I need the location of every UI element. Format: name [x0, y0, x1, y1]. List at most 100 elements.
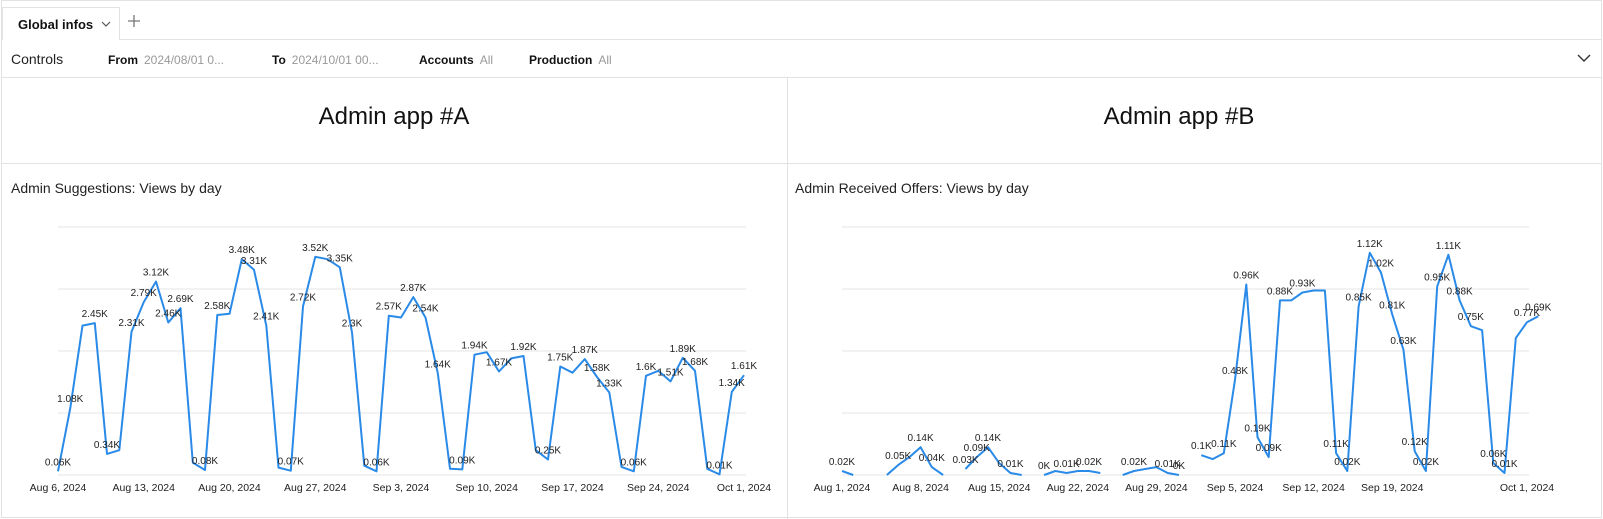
x-tick-label: Aug 29, 2024	[1125, 482, 1188, 494]
data-label: 0K	[1038, 461, 1051, 472]
chevron-down-icon[interactable]	[1577, 53, 1591, 63]
data-label: 0.05K	[885, 451, 911, 462]
series-line	[964, 446, 1022, 476]
plus-icon[interactable]	[127, 14, 141, 28]
data-label: 1.11K	[1436, 241, 1462, 252]
x-tick-label: Aug 1, 2024	[814, 482, 871, 494]
x-tick-label: Sep 17, 2024	[541, 482, 604, 494]
data-label: 0.01K	[706, 460, 732, 471]
x-tick-label: Aug 13, 2024	[113, 482, 176, 494]
data-label: 0.04K	[919, 453, 945, 464]
data-label: 3.31K	[241, 256, 267, 267]
panel-divider	[787, 78, 788, 519]
series-line	[1200, 251, 1539, 474]
data-label: 0.02K	[1076, 457, 1102, 468]
data-label: 1.51K	[657, 367, 683, 378]
production-value: All	[598, 53, 612, 67]
data-label: 0.34K	[94, 440, 120, 451]
data-label: 1.68K	[682, 357, 708, 368]
data-label: 0K	[1173, 461, 1186, 472]
data-label: 3.52K	[302, 243, 328, 254]
data-label: 1.61K	[731, 361, 757, 372]
data-label: 0.06K	[621, 457, 647, 468]
x-tick-label: Sep 12, 2024	[1282, 482, 1345, 494]
data-label: 2.3K	[342, 318, 363, 329]
data-label: 2.79K	[131, 288, 157, 299]
data-label: 1.94K	[461, 341, 487, 352]
x-tick-label: Aug 15, 2024	[968, 482, 1031, 494]
from-control[interactable]: From 2024/08/01 0...	[108, 53, 224, 67]
data-label: 1.6K	[636, 362, 657, 373]
data-label: 0.81K	[1379, 300, 1405, 311]
x-tick-label: Aug 6, 2024	[30, 482, 87, 494]
data-label: 2.54K	[412, 304, 438, 315]
data-label: 1.75K	[547, 353, 573, 364]
x-tick-label: Sep 19, 2024	[1361, 482, 1424, 494]
x-tick-label: Aug 20, 2024	[198, 482, 261, 494]
accounts-label: Accounts	[419, 53, 474, 67]
data-label: 2.41K	[253, 312, 279, 323]
production-label: Production	[529, 53, 593, 67]
controls-title: Controls	[11, 51, 64, 67]
data-label: 0.09K	[1256, 443, 1282, 454]
data-label: 2.72K	[290, 292, 316, 303]
data-label: 0.14K	[975, 433, 1001, 444]
data-label: 0.06K	[45, 457, 71, 468]
data-label: 1.89K	[670, 344, 696, 355]
data-label: 0.48K	[1222, 366, 1248, 377]
to-value: 2024/10/01 00...	[291, 53, 379, 67]
data-label: 1.58K	[584, 363, 610, 374]
data-label: 0.19K	[1244, 423, 1270, 434]
data-label: 0.01K	[1491, 459, 1517, 470]
data-label: 0.02K	[1121, 457, 1147, 468]
to-control[interactable]: To 2024/10/01 00...	[272, 53, 379, 67]
data-label: 0.85K	[1345, 292, 1371, 303]
data-label: 0.88K	[1447, 286, 1473, 297]
data-label: 1.12K	[1357, 239, 1383, 250]
series-line	[1043, 470, 1101, 476]
data-label: 0.07K	[278, 457, 304, 468]
data-label: 2.46K	[155, 308, 181, 319]
panel-b-title: Admin app #B	[1103, 103, 1255, 130]
tab-bar: Global infos	[2, 1, 1601, 40]
data-label: 0.25K	[535, 446, 561, 457]
data-label: 2.58K	[204, 301, 230, 312]
to-label: To	[272, 53, 286, 67]
series-line	[886, 446, 944, 476]
x-tick-label: Oct 1, 2024	[1500, 482, 1554, 494]
data-label: 0.02K	[1413, 457, 1439, 468]
data-label: 0.02K	[829, 457, 855, 468]
data-label: 0.88K	[1267, 286, 1293, 297]
tab-label: Global infos	[18, 16, 94, 32]
data-label: 1.87K	[572, 345, 598, 356]
data-label: 0.96K	[1233, 271, 1259, 282]
chart-a-title: Admin Suggestions: Views by day	[11, 180, 222, 196]
chevron-down-icon[interactable]	[101, 19, 111, 29]
data-label: 2.45K	[82, 309, 108, 320]
data-label: 1.02K	[1368, 259, 1394, 270]
data-label: 0.75K	[1458, 312, 1484, 323]
data-label: 0.63K	[1390, 336, 1416, 347]
x-tick-label: Sep 24, 2024	[627, 482, 690, 494]
x-tick-label: Aug 27, 2024	[284, 482, 347, 494]
data-label: 0.01K	[1155, 459, 1181, 470]
data-label: 0.11K	[1211, 439, 1237, 450]
data-label: 0.01K	[997, 459, 1023, 470]
data-label: 1.92K	[510, 342, 536, 353]
x-tick-label: Sep 3, 2024	[373, 482, 430, 494]
tab-global-infos[interactable]: Global infos	[2, 7, 120, 40]
series-line	[1122, 466, 1180, 476]
data-label: 0.93K	[1289, 278, 1315, 289]
data-label: 0.03K	[952, 455, 978, 466]
data-label: 2.57K	[376, 302, 402, 313]
data-label: 0.09K	[449, 455, 475, 466]
production-control[interactable]: Production All	[529, 53, 612, 67]
data-label: 3.35K	[327, 253, 353, 264]
data-label: 0.1K	[1191, 441, 1212, 452]
panel-a-title: Admin app #A	[318, 103, 470, 130]
x-tick-label: Aug 8, 2024	[892, 482, 949, 494]
accounts-control[interactable]: Accounts All	[419, 53, 493, 67]
data-label: 3.48K	[229, 245, 255, 256]
